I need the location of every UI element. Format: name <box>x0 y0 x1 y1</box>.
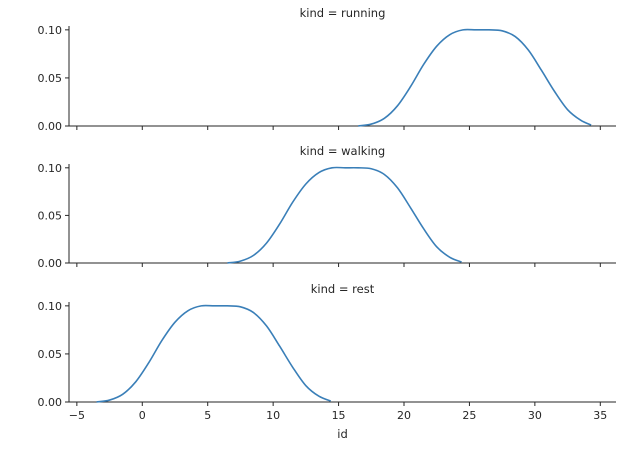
x-tick-label: −5 <box>69 409 85 422</box>
panel-title: kind = rest <box>311 282 375 296</box>
x-tick-label: 30 <box>528 409 542 422</box>
y-tick-label: 0.05 <box>38 72 63 85</box>
x-tick-label: 10 <box>266 409 280 422</box>
x-tick-label: 5 <box>204 409 211 422</box>
x-tick-label: 25 <box>462 409 476 422</box>
y-tick-label: 0.00 <box>38 257 63 270</box>
x-tick-label: 15 <box>332 409 346 422</box>
y-tick-label: 0.05 <box>38 209 63 222</box>
kde-curve-1 <box>358 28 592 127</box>
y-tick-label: 0.10 <box>38 300 63 313</box>
y-tick-label: 0.10 <box>38 162 63 175</box>
y-tick-label: 0.00 <box>38 120 63 133</box>
y-tick-label: 0.10 <box>38 24 63 37</box>
panel-title: kind = running <box>300 6 386 20</box>
y-tick-label: 0.05 <box>38 348 63 361</box>
x-axis-label: id <box>337 427 348 441</box>
x-tick-label: 20 <box>397 409 411 422</box>
x-tick-label: 0 <box>139 409 146 422</box>
kde-curve-3 <box>96 304 332 403</box>
kde-curve-2 <box>227 166 462 264</box>
panel-title: kind = walking <box>300 144 385 158</box>
y-tick-label: 0.00 <box>38 396 63 409</box>
x-tick-label: 35 <box>593 409 607 422</box>
